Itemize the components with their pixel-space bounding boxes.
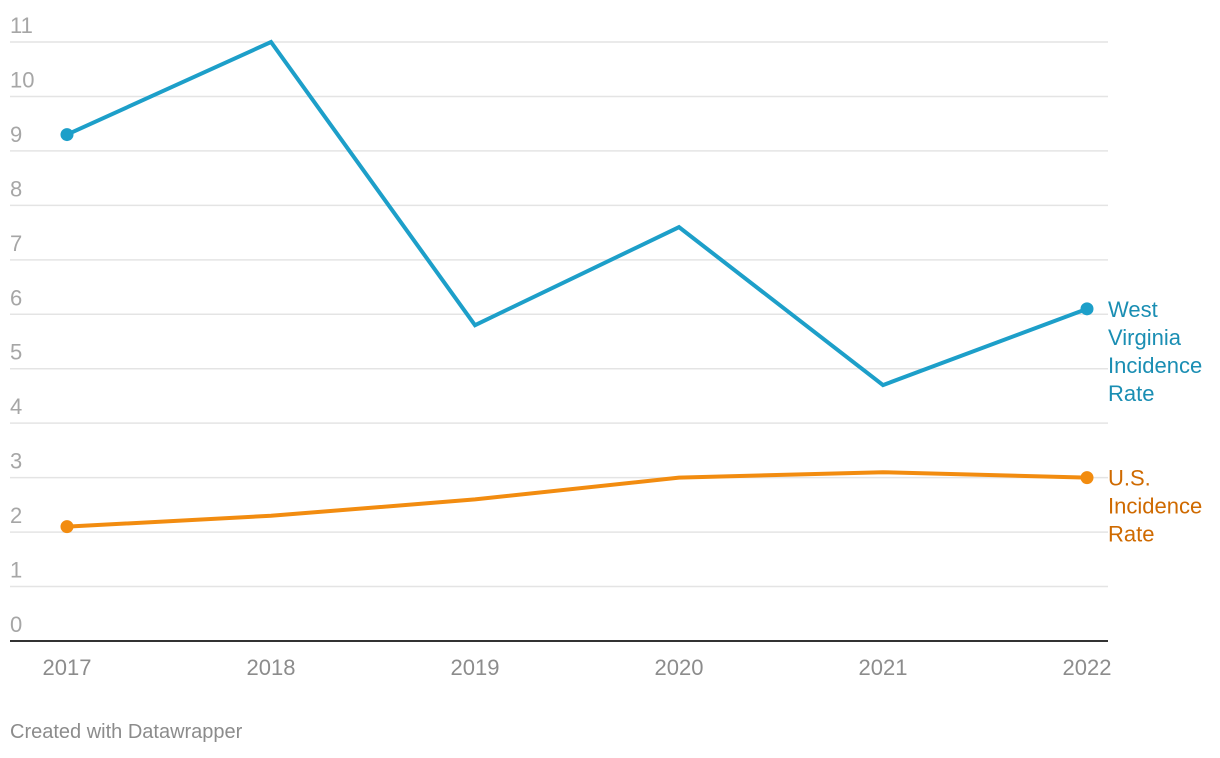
y-tick-label: 8 bbox=[10, 176, 22, 201]
data-point bbox=[1080, 471, 1094, 485]
y-tick-label: 4 bbox=[10, 394, 22, 419]
x-tick-label: 2018 bbox=[247, 655, 296, 680]
data-point bbox=[60, 128, 74, 142]
series-label-line: Incidence bbox=[1108, 353, 1202, 378]
series-us bbox=[60, 470, 1094, 534]
y-tick-label: 2 bbox=[10, 503, 22, 528]
y-tick-label: 9 bbox=[10, 122, 22, 147]
y-tick-label: 6 bbox=[10, 285, 22, 310]
series-line bbox=[66, 470, 1088, 529]
y-tick-label: 3 bbox=[10, 449, 22, 474]
series-label-line: Incidence bbox=[1108, 494, 1202, 519]
y-tick-label: 11 bbox=[10, 13, 33, 38]
x-tick-label: 2017 bbox=[43, 655, 92, 680]
y-tick-label: 0 bbox=[10, 612, 22, 637]
data-point bbox=[1080, 302, 1094, 316]
gridlines bbox=[10, 41, 1108, 642]
x-tick-label: 2019 bbox=[451, 655, 500, 680]
series-labels: West Virginia Incidence Rate U.S. Incidence Ra… bbox=[1108, 297, 1202, 547]
series-label-line: Virginia bbox=[1108, 325, 1182, 350]
y-tick-label: 7 bbox=[10, 231, 22, 256]
x-tick-label: 2021 bbox=[859, 655, 908, 680]
series-label-line: U.S. bbox=[1108, 466, 1151, 491]
x-axis-ticks: 2017 2018 2019 2020 2021 2022 bbox=[43, 655, 1112, 680]
y-tick-label: 5 bbox=[10, 340, 22, 365]
series-west-virginia bbox=[60, 39, 1094, 388]
series-line bbox=[66, 39, 1088, 388]
data-point bbox=[60, 520, 74, 534]
series-label-line: West bbox=[1108, 297, 1158, 322]
y-tick-label: 10 bbox=[10, 67, 34, 92]
series-label-line: Rate bbox=[1108, 522, 1154, 547]
x-tick-label: 2020 bbox=[655, 655, 704, 680]
y-tick-label: 1 bbox=[10, 558, 22, 583]
x-tick-label: 2022 bbox=[1063, 655, 1112, 680]
y-axis-ticks: 0 1 2 3 4 5 6 7 8 9 10 11 bbox=[10, 13, 34, 637]
series-layer bbox=[60, 39, 1094, 534]
datawrapper-credit: Created with Datawrapper bbox=[10, 721, 243, 743]
series-label-line: Rate bbox=[1108, 381, 1154, 406]
